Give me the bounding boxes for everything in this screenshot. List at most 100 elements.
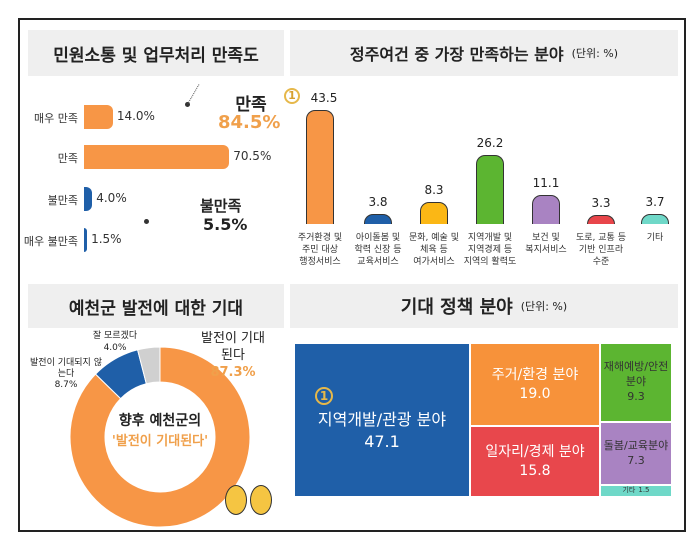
treemap-cell: 주거/환경 분야 19.0 xyxy=(470,343,600,426)
expectation-title: 예천군 발전에 대한 기대 xyxy=(28,284,284,328)
category-line: 보건 및 xyxy=(532,233,560,243)
treemap-value: 1.5 xyxy=(638,486,650,495)
treemap-label: 일자리/경제 분야 xyxy=(485,443,585,460)
living-unit: (단위: %) xyxy=(571,47,619,60)
treemap-cell: 일자리/경제 분야 15.8 xyxy=(470,426,600,497)
category-line: 지역경제 등 xyxy=(467,245,513,255)
donut-label-unknown: 잘 모르겠다 4.0% xyxy=(80,330,150,354)
donut-label-negative: 발전이 기대되지 않는다 8.7% xyxy=(26,358,106,391)
treemap-label: 기타 xyxy=(622,486,636,495)
category-line: 복지서비스 xyxy=(525,245,567,255)
bar-value-label: 8.3 xyxy=(424,183,444,198)
donut-value-positive: 87.3% xyxy=(210,365,256,380)
bar xyxy=(84,145,230,169)
donut-value-unknown: 4.0% xyxy=(103,343,127,353)
category-line: 기반 인프라 xyxy=(578,245,624,255)
treemap-cell: 돌봄/교육분야 7.3 xyxy=(600,422,672,485)
treemap-label: 재해예방/안전분야 xyxy=(603,360,669,389)
bar xyxy=(84,228,88,252)
bar-value-label: 1.5% xyxy=(91,232,122,246)
bar xyxy=(306,110,334,224)
donut-category-positive: 발전이 기대된다 xyxy=(201,331,265,363)
rank-badge-icon: 1 xyxy=(284,88,300,104)
satisfied-summary-value: 84.5% xyxy=(218,112,281,133)
donut-category-unknown: 잘 모르겠다 xyxy=(92,331,138,341)
bar xyxy=(420,202,448,224)
bar-value-label: 3.7 xyxy=(645,195,665,210)
donut-label-positive: 발전이 기대된다 87.3% xyxy=(198,330,268,381)
treemap-value: 7.3 xyxy=(627,453,645,467)
category-line: 주거환경 및 xyxy=(297,233,343,243)
living-title: 정주여건 중 가장 만족하는 분야 xyxy=(349,45,564,64)
category-line: 지역개발 및 xyxy=(467,233,513,243)
treemap-label: 지역개발/관광 분야 xyxy=(317,410,447,430)
donut-slice xyxy=(137,346,161,385)
donut-center-line1: 향후 예천군의 xyxy=(118,413,202,429)
category-line: 체육 등 xyxy=(420,245,448,255)
bar-category-label: 기타 xyxy=(623,232,687,244)
donut-value-negative: 8.7% xyxy=(54,380,78,390)
satisfied-summary-label: 만족 xyxy=(235,95,267,115)
bar-category-label: 만족 xyxy=(57,152,78,165)
category-line: 여가서비스 xyxy=(413,257,455,267)
category-line: 학력 신장 등 xyxy=(354,245,402,255)
category-line: 기타 xyxy=(646,233,664,243)
bar-category-label: 매우 만족 xyxy=(34,112,78,125)
bee-mascot-icon xyxy=(250,485,272,515)
treemap-value: 47.1 xyxy=(364,432,400,451)
callout-dot xyxy=(144,219,149,224)
bar-value-label: 70.5% xyxy=(233,149,272,163)
category-line: 행정서비스 xyxy=(299,257,341,267)
donut-slice xyxy=(69,346,251,528)
bar-value-label: 11.1 xyxy=(532,175,560,190)
bee-mascot-icon xyxy=(225,485,247,515)
treemap-value: 9.3 xyxy=(627,389,645,403)
policy-title-box: 기대 정책 분야 (단위: %) xyxy=(290,284,678,328)
bar-value-label: 26.2 xyxy=(476,136,504,151)
treemap-label: 돌봄/교육분야 xyxy=(603,438,669,452)
bar xyxy=(84,187,93,211)
category-line: 문화, 예술 및 xyxy=(409,233,459,243)
satisfaction-title: 민원소통 및 업무처리 만족도 xyxy=(28,30,284,76)
treemap-cell: 1 지역개발/관광 분야 47.1 xyxy=(294,343,470,497)
bar xyxy=(641,214,669,224)
treemap-cell: 재해예방/안전분야 9.3 xyxy=(600,343,672,422)
category-line: 교육서비스 xyxy=(357,257,399,267)
bar-category-label: 불만족 xyxy=(47,194,78,207)
bar-category-label: 매우 불만족 xyxy=(23,235,78,248)
treemap-label: 주거/환경 분야 xyxy=(491,366,579,383)
bar-value-label: 14.0% xyxy=(116,109,155,123)
rank-badge-icon: 1 xyxy=(315,387,333,406)
callout-dot xyxy=(185,102,190,107)
donut-center-line2: '발전이 기대된다' xyxy=(111,434,209,449)
policy-title: 기대 정책 분야 xyxy=(400,297,513,318)
dissatisfied-summary-value: 5.5% xyxy=(203,215,248,234)
living-title-box: 정주여건 중 가장 만족하는 분야 (단위: %) xyxy=(290,30,678,76)
bar xyxy=(532,194,560,224)
bar-value-label: 3.8 xyxy=(368,195,388,210)
treemap-cell: 기타 1.5 xyxy=(600,485,672,497)
infographic-frame xyxy=(18,18,686,532)
category-line: 아이돌봄 및 xyxy=(355,233,401,243)
bar-value-label: 3.3 xyxy=(591,196,611,211)
bar xyxy=(476,155,504,224)
category-line: 지역의 활력도 xyxy=(463,257,517,267)
category-line: 주민 대상 xyxy=(302,245,338,255)
donut-category-negative: 발전이 기대되지 않는다 xyxy=(30,358,102,379)
policy-unit: (단위: %) xyxy=(520,300,568,313)
bar-value-label: 43.5 xyxy=(310,91,338,106)
bar xyxy=(84,105,113,129)
treemap-value: 15.8 xyxy=(519,462,551,479)
category-line: 수준 xyxy=(592,257,610,267)
category-line: 도로, 교통 등 xyxy=(576,233,626,243)
treemap-value: 19.0 xyxy=(519,385,551,402)
dissatisfied-summary-label: 불만족 xyxy=(200,197,242,215)
bar-value-label: 4.0% xyxy=(96,191,127,205)
